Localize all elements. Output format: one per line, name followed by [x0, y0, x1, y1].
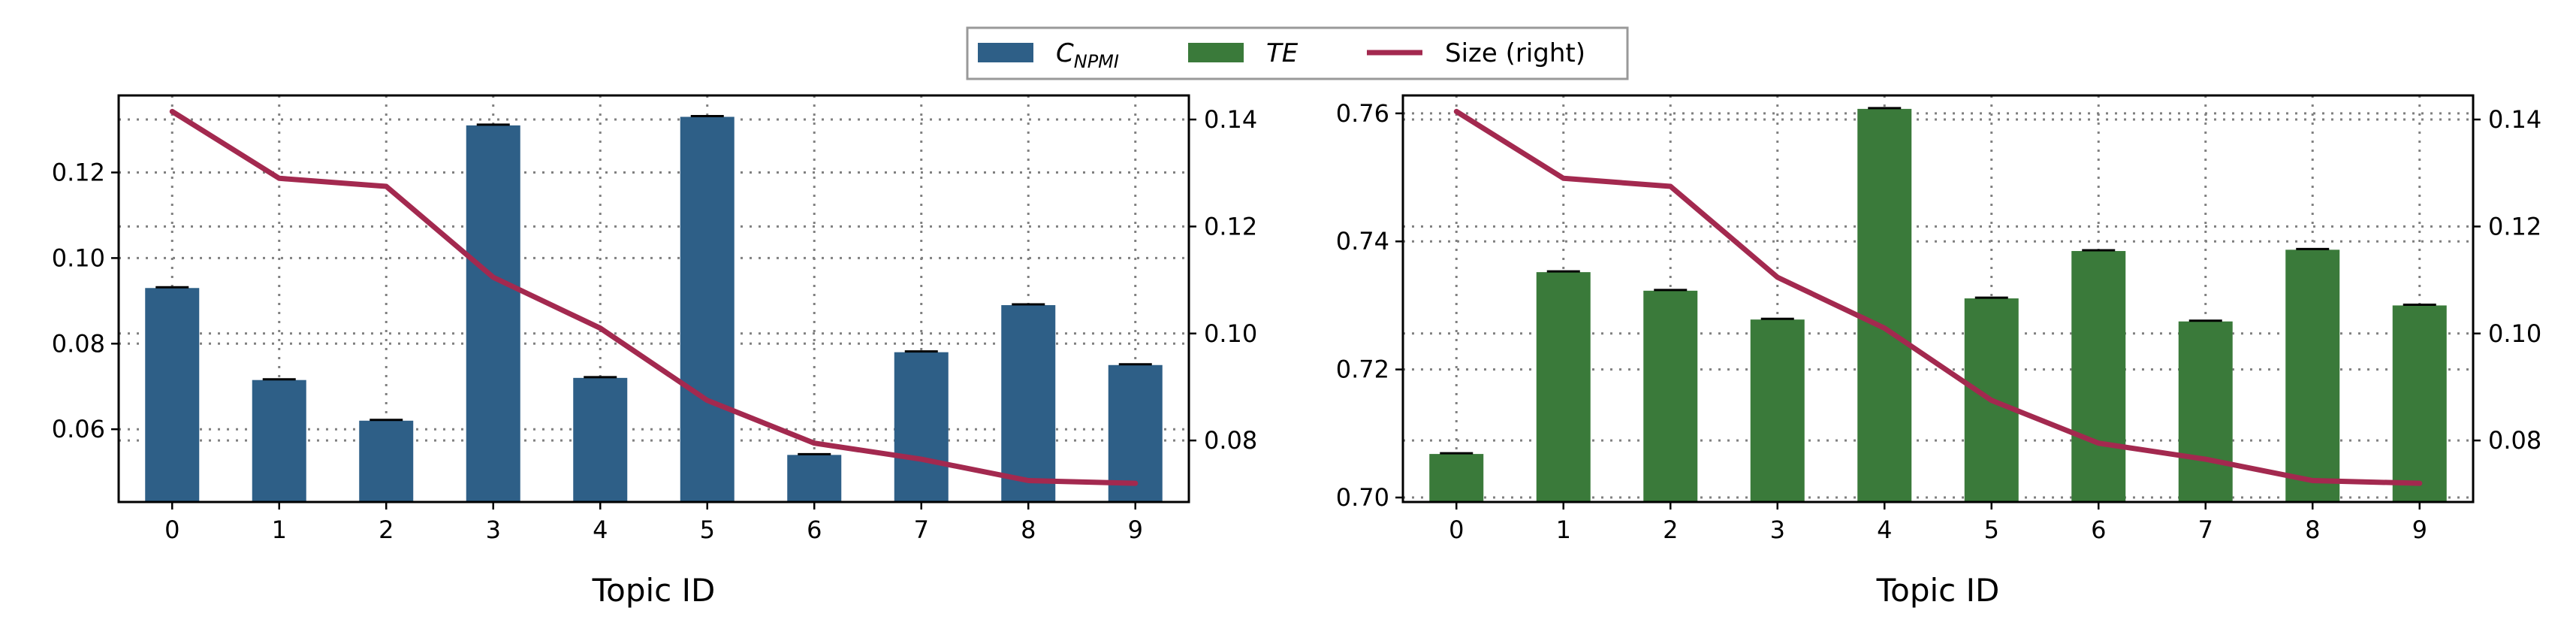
- x-tick-label: 5: [700, 516, 715, 544]
- y2-tick-label: 0.12: [2488, 212, 2541, 240]
- bar: [466, 125, 520, 502]
- legend-label: Size (right): [1445, 38, 1585, 68]
- size-line: [1453, 108, 2423, 486]
- x-tick-label: 4: [593, 516, 608, 544]
- legend-swatch: [1188, 43, 1244, 62]
- x-tick-label: 1: [1556, 516, 1571, 544]
- bar: [252, 380, 306, 502]
- legend-item-npmi: CNPMI: [978, 38, 1119, 72]
- x-tick-label: 9: [2412, 516, 2427, 544]
- x-tick-label: 7: [914, 516, 929, 544]
- x-tick-label: 3: [486, 516, 501, 544]
- legend-swatch: [978, 43, 1033, 62]
- x-tick-label: 3: [1770, 516, 1785, 544]
- bars: [145, 114, 1163, 502]
- panel-left: 0 1 2 3 4 5 6 7 8 9 Topic ID 0.06 0.08 0.10 0.12 0.08 0.…: [52, 94, 1257, 609]
- y2-tick-label: 0.10: [2488, 319, 2541, 348]
- bar: [1536, 272, 1591, 502]
- x-tick-label: 9: [1128, 516, 1143, 544]
- bar: [2178, 321, 2233, 502]
- bar: [894, 352, 949, 502]
- y2-tick-label: 0.08: [1204, 426, 1257, 455]
- legend-item-te: TE: [1188, 38, 1299, 68]
- x-tick-label: 8: [1021, 516, 1036, 544]
- y2-tick-label: 0.12: [1204, 212, 1257, 240]
- bar: [1857, 108, 1912, 502]
- x-tick-label: 6: [807, 516, 822, 544]
- y-tick-label: 0.72: [1336, 355, 1389, 384]
- bar: [680, 116, 734, 502]
- x-tick-label: 2: [379, 516, 394, 544]
- x-tick-label: 0: [1449, 516, 1464, 544]
- bars: [1429, 107, 2447, 502]
- x-tick-label: 7: [2198, 516, 2213, 544]
- x-tick-label: 5: [1984, 516, 1999, 544]
- x-tick-label: 8: [2305, 516, 2320, 544]
- bar: [1108, 364, 1163, 502]
- bar: [145, 288, 200, 502]
- x-axis-label: Topic ID: [1876, 572, 2000, 609]
- y-tick-label: 0.74: [1336, 227, 1389, 256]
- bar: [1001, 305, 1056, 502]
- y-tick-label: 0.76: [1336, 99, 1389, 128]
- y2-tick-label: 0.14: [2488, 105, 2541, 134]
- bar: [573, 377, 628, 502]
- bar: [1643, 290, 1698, 502]
- bar: [1750, 319, 1805, 502]
- plot-frame: [117, 94, 1190, 503]
- y2-tick-label: 0.10: [1204, 319, 1257, 348]
- size-line: [169, 108, 1139, 486]
- bar: [2285, 249, 2340, 502]
- bar: [1429, 454, 1484, 502]
- x-tick-label: 0: [164, 516, 179, 544]
- legend-item-size: Size (right): [1367, 38, 1585, 68]
- x-tick-label: 6: [2091, 516, 2106, 544]
- y2-tick-label: 0.08: [2488, 426, 2541, 455]
- y2-tick-label: 0.14: [1204, 105, 1257, 134]
- x-tick-label: 1: [272, 516, 287, 544]
- y-tick-label: 0.06: [52, 415, 105, 443]
- x-tick-label: 4: [1877, 516, 1892, 544]
- panel-right: 0 1 2 3 4 5 6 7 8 9 Topic ID 0.70 0.72 0.74 0.76 0.08 0.…: [1336, 94, 2541, 609]
- y-tick-label: 0.70: [1336, 483, 1389, 512]
- x-tick-label: 2: [1663, 516, 1678, 544]
- y-tick-label: 0.12: [52, 159, 105, 187]
- plot-frame: [1401, 94, 2475, 503]
- y-tick-label: 0.08: [52, 329, 105, 358]
- legend-label: TE: [1266, 38, 1299, 68]
- legend-label: CNPMI: [1056, 38, 1119, 72]
- x-axis-label: Topic ID: [592, 572, 716, 609]
- bar: [2071, 251, 2126, 502]
- legend: CNPMI TE Size (right): [966, 26, 1629, 80]
- legend-frame: [966, 26, 1629, 80]
- bar: [359, 420, 414, 502]
- bar: [787, 455, 842, 502]
- bar: [2392, 305, 2447, 502]
- y-tick-label: 0.10: [52, 243, 105, 272]
